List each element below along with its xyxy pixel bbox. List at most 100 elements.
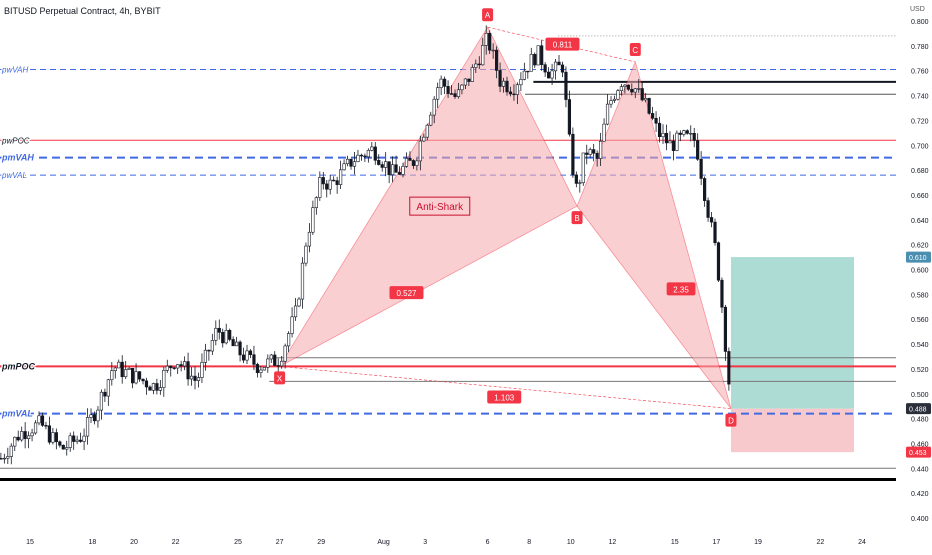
candle-body [349, 158, 353, 167]
candle-body [675, 132, 679, 151]
pattern-point-badge [629, 43, 641, 57]
candle-body [397, 172, 402, 175]
candle-body [370, 146, 374, 151]
time-axis[interactable]: 15 18 20 22 25 27 29 Aug 3 6 8 10 12 15 17 19 22 24 [0, 536, 932, 550]
candle-body [547, 71, 551, 79]
ratio-label: 1.103 [494, 393, 515, 402]
price-tick: 0.640 [911, 218, 929, 225]
candle-body [221, 332, 225, 344]
candle-body [394, 164, 398, 173]
position-profit-zone[interactable] [730, 257, 854, 409]
candle-body [72, 435, 76, 442]
candle-body [196, 377, 201, 381]
candle-body [602, 123, 606, 142]
candle-body [235, 341, 239, 347]
currency-label: USD [910, 6, 925, 13]
time-tick: 19 [754, 539, 762, 546]
candle-body [418, 140, 422, 162]
candle-body [304, 245, 308, 264]
ratio-badge [666, 282, 696, 296]
candle-body [228, 329, 232, 340]
candle-body [682, 130, 686, 135]
candle-body [536, 45, 540, 66]
time-tick: 25 [234, 539, 242, 546]
candle-body [352, 161, 357, 167]
ratio-badge [487, 390, 522, 404]
candle-body [23, 431, 27, 439]
candle-body [307, 231, 312, 247]
candle-body [151, 383, 156, 391]
candle-body [241, 354, 246, 361]
level-label-pmvah: pmVAH [1, 153, 34, 163]
pattern-point-badge [482, 8, 494, 22]
candle-body [727, 351, 731, 385]
price-tick: 0.460 [911, 441, 929, 448]
candle-body [699, 158, 703, 179]
candle-body [716, 242, 721, 281]
candle-body [189, 375, 194, 380]
candle-body [470, 67, 474, 82]
candle-body [248, 350, 253, 356]
pattern-triangle-bcd[interactable] [576, 60, 732, 409]
candle-body [342, 163, 346, 171]
candle-body [332, 179, 336, 182]
position-loss-zone[interactable] [730, 408, 854, 453]
ratio-badge [545, 37, 580, 51]
candle-body [436, 87, 440, 100]
candle-body [723, 306, 728, 352]
time-tick: 20 [130, 539, 138, 546]
candle-body [40, 415, 45, 426]
candle-body [325, 183, 329, 190]
candle-body [401, 166, 405, 175]
candle-body [633, 88, 637, 93]
candle-body [273, 354, 277, 366]
price-tick: 0.400 [911, 516, 929, 523]
candle-body [588, 149, 592, 155]
candle-body [626, 84, 630, 90]
candle-body [120, 361, 124, 378]
candle-body [27, 435, 31, 439]
candle-body [259, 369, 263, 373]
candle-body [477, 63, 481, 66]
candle-body [293, 305, 298, 318]
candle-body [0, 458, 3, 460]
price-axis[interactable]: 0.800 0.780 0.760 0.740 0.720 0.700 0.680 0.660… [896, 0, 932, 550]
price-tick: 0.420 [911, 491, 929, 498]
candle-body [668, 140, 672, 144]
candle-body [366, 150, 370, 158]
ratio-badge [389, 286, 424, 300]
candle-body [550, 70, 554, 79]
candle-body [449, 93, 454, 95]
candle-body [439, 78, 443, 89]
position-tool[interactable] [730, 257, 854, 453]
candle-body [616, 90, 620, 100]
candle-body [82, 435, 86, 442]
candle-body [318, 177, 322, 198]
candle-body [300, 262, 305, 300]
candle-body [533, 54, 537, 66]
candle-body [96, 409, 100, 422]
candle-body [703, 178, 707, 201]
horizontal-levels: pwVAHpwPOCpmVAHpwVALpmPOCpmVALDWDDDDM [0, 31, 906, 485]
candle-body [193, 375, 197, 381]
candle-body [92, 414, 97, 422]
candle-body [13, 436, 17, 447]
candle-body [314, 197, 318, 208]
candle-body [321, 177, 325, 185]
price-tick: 0.560 [911, 317, 929, 324]
candle-body [495, 49, 499, 71]
candle-body [2, 457, 6, 460]
candle-body [456, 89, 461, 97]
candle-body [231, 339, 235, 347]
time-tick: 29 [317, 539, 325, 546]
candle-body [339, 169, 343, 185]
candle-body [498, 70, 502, 87]
candle-body [186, 361, 190, 380]
price-tick: 0.680 [911, 168, 929, 175]
pattern-name: Anti-Shark [416, 202, 464, 213]
pattern-xd-line [279, 366, 731, 409]
candle-body [661, 132, 665, 138]
candle-body [280, 360, 284, 367]
